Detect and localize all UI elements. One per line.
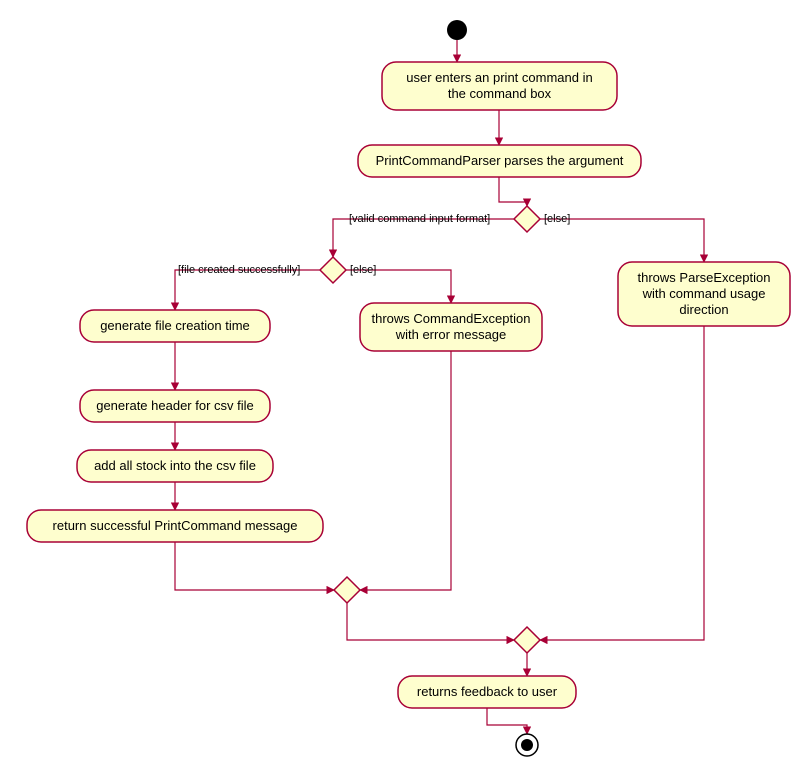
edge-n7-m1 — [360, 351, 451, 590]
decision-d1 — [514, 206, 540, 232]
activity-n8-line0: throws ParseException — [638, 270, 771, 285]
guard-g4: [else] — [350, 264, 376, 276]
edge-d2-n3 — [175, 270, 320, 310]
decision-m1 — [334, 577, 360, 603]
decision-m2 — [514, 627, 540, 653]
edge-d1-n8 — [540, 219, 704, 262]
activity-n6-line0: return successful PrintCommand message — [53, 518, 298, 533]
guard-g3: [file created successfully] — [178, 264, 300, 276]
edge-m1-m2 — [347, 603, 514, 640]
activity-n5-line0: add all stock into the csv file — [94, 458, 256, 473]
activity-diagram: user enters an print command inthe comma… — [0, 0, 807, 782]
activity-n2-line0: PrintCommandParser parses the argument — [376, 153, 624, 168]
guard-g1: [valid command input format] — [349, 213, 490, 225]
edge-n6-m1 — [175, 542, 334, 590]
guard-g2: [else] — [544, 213, 570, 225]
activity-n7-line0: throws CommandException — [372, 311, 531, 326]
end-node-dot — [521, 739, 533, 751]
start-node — [447, 20, 467, 40]
edge-n8-m2 — [540, 326, 704, 640]
activity-n8-line2: direction — [679, 302, 728, 317]
edge-n9-end — [487, 708, 527, 734]
activity-n7-line1: with error message — [395, 327, 507, 342]
activity-n3-line0: generate file creation time — [100, 318, 250, 333]
activity-n1-line1: the command box — [448, 86, 552, 101]
decision-d2 — [320, 257, 346, 283]
activity-n4-line0: generate header for csv file — [96, 398, 254, 413]
edge-n2-d1 — [499, 177, 527, 206]
activity-n9-line0: returns feedback to user — [417, 684, 558, 699]
activity-n8-line1: with command usage — [642, 286, 766, 301]
activity-n1-line0: user enters an print command in — [406, 70, 592, 85]
